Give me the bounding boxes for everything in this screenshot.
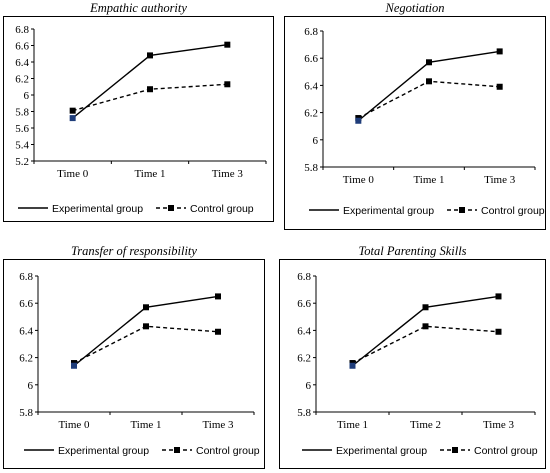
y-tick-label: 6 xyxy=(313,135,319,147)
legend-label: Control group xyxy=(474,445,538,457)
y-tick-label: 6 xyxy=(24,90,30,102)
y-tick-label: 6.4 xyxy=(15,57,29,69)
chart-panel-transfer-of-responsibility: Transfer of responsibility 5.8 6 6.2 6.4 6.6… xyxy=(3,243,265,469)
y-tick-label: 5.8 xyxy=(304,162,318,174)
series-point xyxy=(422,323,429,330)
series-line xyxy=(358,80,500,119)
x-tick-label: Time 3 xyxy=(202,419,234,431)
y-tick-label: 5.6 xyxy=(15,123,29,135)
y-tick-label: 6.4 xyxy=(304,80,318,92)
y-tick-label: 6.2 xyxy=(297,353,311,365)
legend-label: Experimental group xyxy=(343,205,434,217)
legend-label: Control group xyxy=(196,445,260,457)
series-point xyxy=(349,362,356,369)
series-point xyxy=(355,117,362,124)
series-point xyxy=(147,86,153,93)
series-point xyxy=(495,293,502,300)
series-point xyxy=(426,78,432,85)
y-tick-label: 6.2 xyxy=(15,74,29,86)
y-tick-label: 6.8 xyxy=(15,24,29,36)
chart-panel-total-parenting-skills: Total Parenting Skills 5.8 6 6.2 6.4 6.6 6.8 T… xyxy=(279,243,546,469)
legend-label: Control group xyxy=(190,203,254,215)
legend-label: Experimental group xyxy=(336,445,427,457)
legend-marker xyxy=(168,205,174,211)
series-point xyxy=(143,304,149,311)
series-point xyxy=(215,328,221,335)
chart-title: Transfer of responsibility xyxy=(71,244,197,258)
series-point xyxy=(215,293,221,300)
y-tick-label: 6.2 xyxy=(19,353,33,365)
y-tick-label: 6.8 xyxy=(304,26,318,38)
chart-panel-empathic-authority: Empathic authority 5.2 5.4 5.6 5.8 6 6.2 6.4 6.… xyxy=(3,0,274,222)
chart-frame: 5.8 6 6.2 6.4 6.6 6.8 Time 0 Time 1 Time 3 Experi… xyxy=(284,16,546,230)
line-chart: 5.8 6 6.2 6.4 6.6 6.8 Time 0 Time 1 Time 3 Experi… xyxy=(304,26,545,217)
y-tick-label: 5.8 xyxy=(19,407,33,419)
series-point xyxy=(224,41,231,48)
chart-frame: 5.8 6 6.2 6.4 6.6 6.8 Time 1 Time 2 Time 3 Experi… xyxy=(279,259,546,469)
series-line xyxy=(73,325,219,364)
chart-title: Empathic authority xyxy=(90,1,187,15)
series-point xyxy=(69,115,76,122)
x-tick-label: Time 0 xyxy=(57,168,89,180)
x-tick-label: Time 3 xyxy=(484,174,516,186)
x-tick-label: Time 3 xyxy=(483,419,515,431)
chart-title: Negotiation xyxy=(385,1,445,15)
x-tick-label: Time 0 xyxy=(58,419,90,431)
y-tick-label: 6.4 xyxy=(19,325,33,337)
line-chart: 5.2 5.4 5.6 5.8 6 6.2 6.4 6.6 6.8 Time 0 Time 1 Tim… xyxy=(15,24,267,215)
series-point xyxy=(495,328,502,335)
series-point xyxy=(426,59,432,66)
line-chart: 5.8 6 6.2 6.4 6.6 6.8 Time 0 Time 1 Time 3 Experi… xyxy=(19,271,260,457)
y-tick-label: 6.6 xyxy=(15,41,29,53)
legend-label: Experimental group xyxy=(58,445,149,457)
y-tick-label: 6.6 xyxy=(19,298,33,310)
y-tick-label: 6 xyxy=(28,380,34,392)
chart-title: Total Parenting Skills xyxy=(358,244,467,258)
series-point xyxy=(71,362,77,369)
y-tick-label: 6 xyxy=(306,380,312,392)
y-tick-label: 5.8 xyxy=(15,107,29,119)
chart-panel-negotiation: Negotiation 5.8 6 6.2 6.4 6.6 6.8 Time 0 Time 1… xyxy=(284,0,546,230)
series-line xyxy=(352,325,499,364)
x-tick-label: Time 3 xyxy=(212,168,244,180)
y-tick-label: 6.8 xyxy=(19,271,33,283)
chart-frame: 5.8 6 6.2 6.4 6.6 6.8 Time 0 Time 1 Time 3 Experi… xyxy=(3,259,265,469)
y-tick-label: 6.2 xyxy=(304,108,318,120)
y-tick-label: 5.8 xyxy=(297,407,311,419)
legend-marker xyxy=(174,447,180,453)
series-point xyxy=(143,323,149,330)
series-point xyxy=(496,83,503,90)
chart-frame: 5.2 5.4 5.6 5.8 6 6.2 6.4 6.6 6.8 Time 0 Time 1 Tim… xyxy=(3,16,274,222)
legend-label: Experimental group xyxy=(52,203,143,215)
x-tick-label: Time 0 xyxy=(343,174,375,186)
y-tick-label: 6.4 xyxy=(297,325,311,337)
x-tick-label: Time 2 xyxy=(410,419,441,431)
legend-marker xyxy=(459,207,465,213)
x-tick-label: Time 1 xyxy=(130,419,161,431)
series-point xyxy=(496,48,503,55)
y-tick-label: 6.8 xyxy=(297,271,311,283)
y-tick-label: 5.2 xyxy=(15,156,29,168)
y-tick-label: 6.6 xyxy=(304,53,318,65)
x-tick-label: Time 1 xyxy=(337,419,368,431)
legend-marker xyxy=(452,447,458,453)
x-tick-label: Time 1 xyxy=(413,174,444,186)
x-tick-label: Time 1 xyxy=(134,168,165,180)
line-chart: 5.8 6 6.2 6.4 6.6 6.8 Time 1 Time 2 Time 3 Experi… xyxy=(297,271,538,457)
y-tick-label: 6.6 xyxy=(297,298,311,310)
series-point xyxy=(224,81,231,88)
series-point xyxy=(147,52,153,59)
series-point xyxy=(69,107,76,114)
legend-label: Control group xyxy=(481,205,545,217)
series-point xyxy=(422,304,429,311)
y-tick-label: 5.4 xyxy=(15,140,29,152)
